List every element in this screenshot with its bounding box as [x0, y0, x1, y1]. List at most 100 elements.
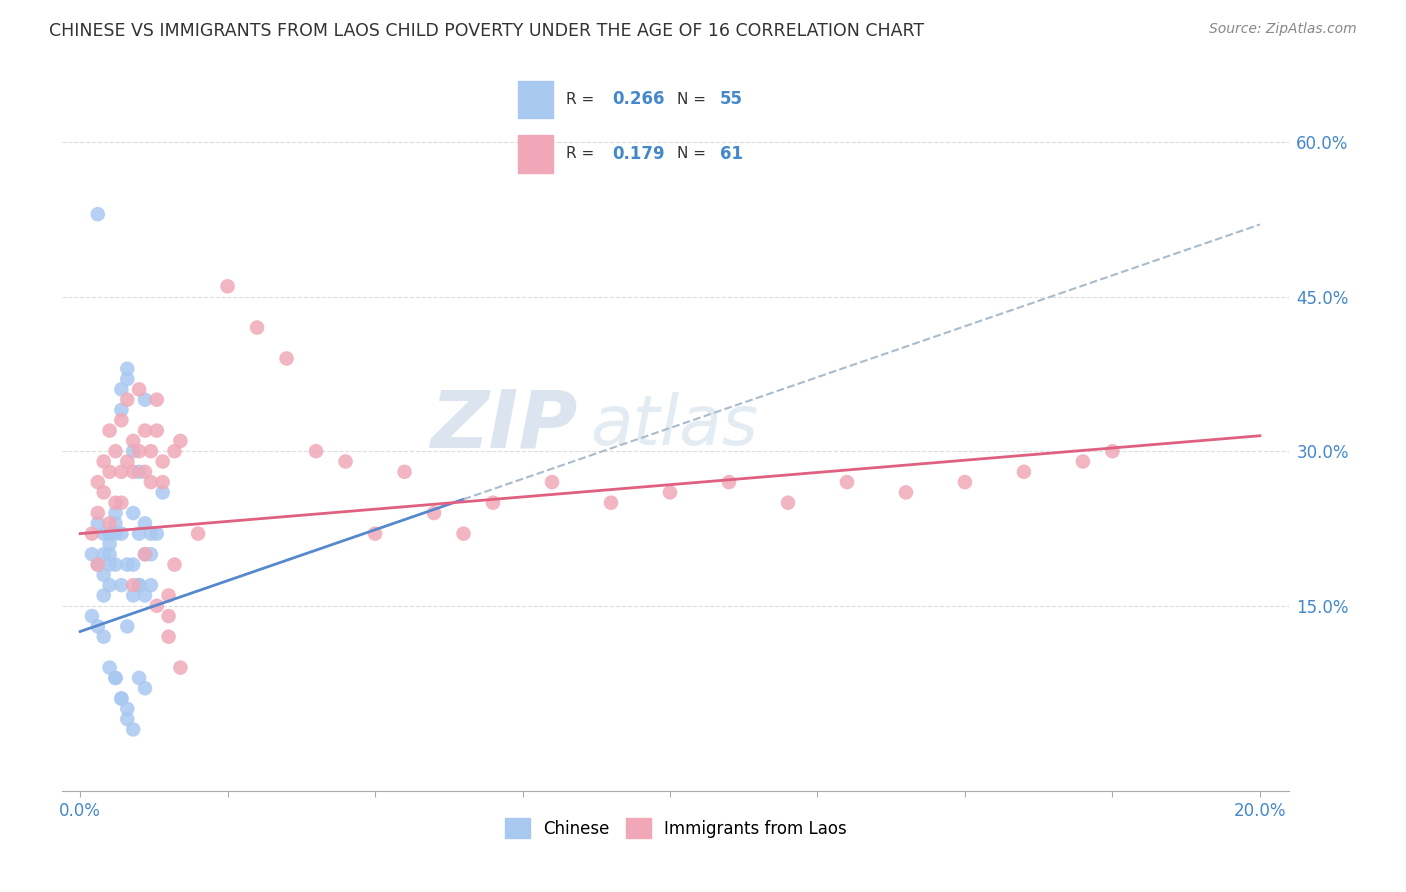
Point: [423, 506, 446, 520]
Point: [110, 691, 132, 706]
Point: [87, 558, 110, 572]
Point: [1071, 454, 1094, 468]
Point: [93, 454, 115, 468]
Point: [98, 660, 121, 674]
Point: [139, 526, 162, 541]
Point: [134, 392, 156, 407]
Point: [117, 712, 139, 726]
Point: [87, 207, 110, 221]
Point: [80, 609, 103, 624]
Point: [87, 506, 110, 520]
Point: [146, 424, 169, 438]
Point: [134, 465, 156, 479]
Point: [87, 475, 110, 489]
Point: [157, 589, 180, 603]
Point: [110, 413, 132, 427]
Point: [122, 578, 145, 592]
Text: atlas: atlas: [591, 392, 758, 459]
Text: CHINESE VS IMMIGRANTS FROM LAOS CHILD POVERTY UNDER THE AGE OF 16 CORRELATION CH: CHINESE VS IMMIGRANTS FROM LAOS CHILD PO…: [49, 22, 924, 40]
Point: [98, 424, 121, 438]
Point: [169, 660, 191, 674]
Point: [117, 361, 139, 376]
Point: [364, 526, 387, 541]
Point: [146, 526, 169, 541]
Point: [157, 630, 180, 644]
Point: [894, 485, 917, 500]
Point: [93, 567, 115, 582]
Point: [117, 454, 139, 468]
Point: [104, 444, 127, 458]
Point: [128, 578, 150, 592]
Point: [110, 465, 132, 479]
Point: [110, 691, 132, 706]
Point: [110, 578, 132, 592]
Point: [169, 434, 191, 448]
Point: [80, 526, 103, 541]
Point: [104, 506, 127, 520]
Point: [98, 537, 121, 551]
Point: [98, 578, 121, 592]
Point: [134, 547, 156, 561]
Point: [104, 671, 127, 685]
Point: [87, 558, 110, 572]
Point: [93, 547, 115, 561]
Point: [394, 465, 416, 479]
Point: [98, 465, 121, 479]
Point: [246, 320, 269, 334]
Point: [98, 558, 121, 572]
Point: [110, 496, 132, 510]
Point: [1101, 444, 1123, 458]
Point: [276, 351, 298, 366]
Point: [122, 589, 145, 603]
Text: ZIP: ZIP: [430, 386, 578, 465]
Point: [717, 475, 740, 489]
Point: [117, 558, 139, 572]
Point: [152, 475, 174, 489]
Point: [104, 558, 127, 572]
Point: [139, 547, 162, 561]
Point: [1012, 465, 1035, 479]
Point: [139, 475, 162, 489]
Point: [139, 444, 162, 458]
Point: [128, 383, 150, 397]
Point: [305, 444, 328, 458]
Point: [80, 547, 103, 561]
Point: [335, 454, 357, 468]
Point: [117, 619, 139, 633]
Point: [110, 526, 132, 541]
Point: [87, 619, 110, 633]
Point: [104, 496, 127, 510]
Point: [134, 516, 156, 531]
Point: [453, 526, 475, 541]
Point: [93, 630, 115, 644]
Point: [128, 444, 150, 458]
Legend: Chinese, Immigrants from Laos: Chinese, Immigrants from Laos: [498, 812, 853, 845]
Point: [163, 444, 186, 458]
Point: [134, 547, 156, 561]
Point: [146, 599, 169, 613]
Point: [93, 526, 115, 541]
Point: [157, 609, 180, 624]
Point: [152, 485, 174, 500]
Point: [110, 383, 132, 397]
Point: [139, 578, 162, 592]
Point: [134, 681, 156, 696]
Point: [128, 465, 150, 479]
Point: [104, 526, 127, 541]
Point: [541, 475, 564, 489]
Point: [128, 671, 150, 685]
Point: [117, 372, 139, 386]
Point: [128, 526, 150, 541]
Point: [122, 444, 145, 458]
Point: [146, 392, 169, 407]
Point: [122, 465, 145, 479]
Text: Source: ZipAtlas.com: Source: ZipAtlas.com: [1209, 22, 1357, 37]
Point: [117, 392, 139, 407]
Point: [776, 496, 799, 510]
Point: [152, 454, 174, 468]
Point: [835, 475, 858, 489]
Point: [122, 506, 145, 520]
Point: [104, 671, 127, 685]
Point: [482, 496, 505, 510]
Point: [600, 496, 623, 510]
